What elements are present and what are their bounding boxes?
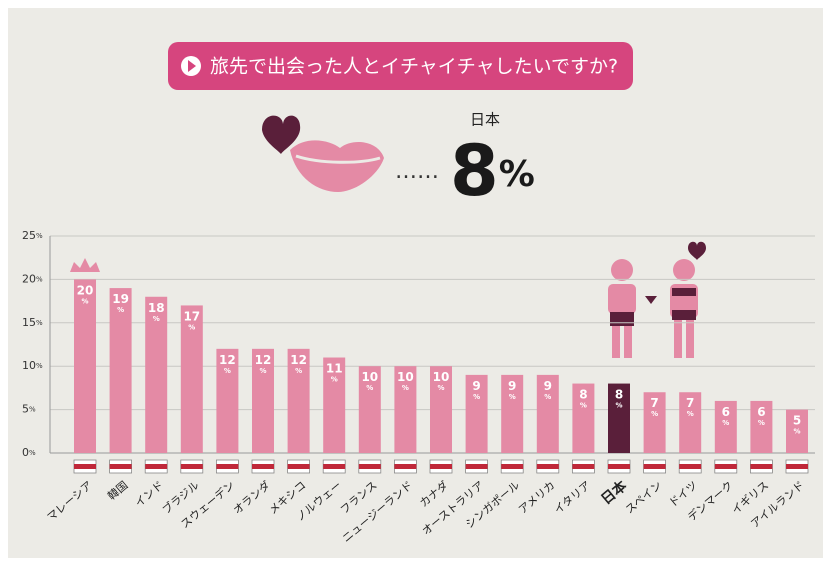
- value-label: 7%: [650, 396, 658, 419]
- flag-stripe: [216, 464, 239, 469]
- figure-man-body: [608, 284, 636, 314]
- flag-stripe: [643, 464, 666, 469]
- bar: [358, 366, 381, 453]
- flag-stripe: [74, 464, 96, 469]
- figure-woman-leg: [674, 320, 682, 358]
- flag-stripe: [323, 464, 346, 469]
- y-tick-label: 0%: [22, 446, 36, 459]
- y-tick-label: 10%: [22, 359, 43, 372]
- bar: [750, 400, 773, 453]
- chart-title: 旅先で出会った人とイチャイチャしたいですか?: [210, 56, 618, 78]
- value-label: 12%: [255, 352, 272, 375]
- value-label: 10%: [397, 370, 414, 393]
- value-label: 18%: [148, 300, 165, 323]
- value-label: 9%: [472, 378, 480, 401]
- flag-stripe: [430, 464, 452, 469]
- heart-small: [688, 241, 706, 260]
- bar: [786, 409, 808, 453]
- y-tick-label: 20%: [22, 272, 43, 285]
- value-label: 20%: [77, 283, 94, 306]
- bar: [714, 400, 737, 453]
- value-label: 11%: [326, 361, 343, 384]
- bar: [608, 383, 630, 453]
- flag-stripe: [536, 464, 559, 469]
- bar: [252, 348, 274, 453]
- title-pill: [168, 42, 633, 90]
- bar: [145, 296, 168, 453]
- heart-icon: [262, 115, 301, 154]
- value-label: 5%: [793, 413, 801, 436]
- figure-man-shorts: [610, 312, 634, 326]
- flag-stripe: [786, 464, 808, 469]
- figure-man-leg: [624, 326, 632, 358]
- flag-stripe: [465, 464, 488, 469]
- flag-stripe: [394, 464, 417, 469]
- y-tick-label: 15%: [22, 316, 43, 329]
- y-tick-label: 5%: [22, 403, 36, 416]
- bar: [323, 357, 346, 453]
- flag-stripe: [287, 464, 310, 469]
- bar: [216, 348, 239, 453]
- value-label: 9%: [508, 378, 516, 401]
- figure-woman-leg: [686, 320, 694, 358]
- flag-stripe: [501, 464, 524, 469]
- bar: [180, 305, 203, 453]
- flag-stripe: [145, 464, 168, 469]
- background: [8, 8, 823, 558]
- bar: [465, 374, 488, 453]
- figure-woman-bottom: [672, 310, 696, 320]
- value-label: 17%: [183, 309, 200, 332]
- callout-label: 日本: [470, 111, 500, 129]
- y-tick-label: 25%: [22, 229, 43, 242]
- value-label: 6%: [722, 404, 730, 427]
- bar: [74, 279, 96, 453]
- value-label: 10%: [361, 370, 378, 393]
- flag-stripe: [252, 464, 274, 469]
- lips-line: [295, 154, 381, 164]
- flag-stripe: [750, 464, 773, 469]
- figure-woman: [673, 259, 695, 281]
- figure-woman-top: [672, 288, 696, 296]
- dots: ……: [395, 159, 439, 184]
- figure-man: [611, 259, 633, 281]
- bar: [430, 366, 452, 453]
- value-label: 19%: [112, 292, 129, 315]
- bar: [679, 392, 702, 453]
- lips-icon: [290, 140, 384, 192]
- value-label: 8%: [615, 387, 623, 410]
- figure-man-leg: [612, 326, 620, 358]
- flag-stripe: [109, 464, 132, 469]
- bar: [536, 374, 559, 453]
- flag-stripe: [608, 464, 630, 469]
- value-label: 12%: [290, 352, 307, 375]
- bar: [109, 288, 132, 453]
- value-label: 6%: [757, 404, 765, 427]
- flag-stripe: [679, 464, 702, 469]
- bar: [572, 383, 595, 453]
- bar: [287, 348, 310, 453]
- value-label: 8%: [579, 387, 587, 410]
- value-label: 10%: [433, 370, 450, 393]
- bar: [394, 366, 417, 453]
- glass: [645, 296, 657, 304]
- bar: [501, 374, 524, 453]
- flag-stripe: [358, 464, 381, 469]
- value-label: 12%: [219, 352, 236, 375]
- flag-stripe: [714, 464, 737, 469]
- callout-value: 8%: [450, 130, 535, 212]
- bar: [643, 392, 666, 453]
- crown: [70, 258, 100, 272]
- flag-stripe: [572, 464, 595, 469]
- title-icon-arrow: [188, 60, 196, 72]
- value-label: 9%: [544, 378, 552, 401]
- flag-stripe: [180, 464, 203, 469]
- value-label: 7%: [686, 396, 694, 419]
